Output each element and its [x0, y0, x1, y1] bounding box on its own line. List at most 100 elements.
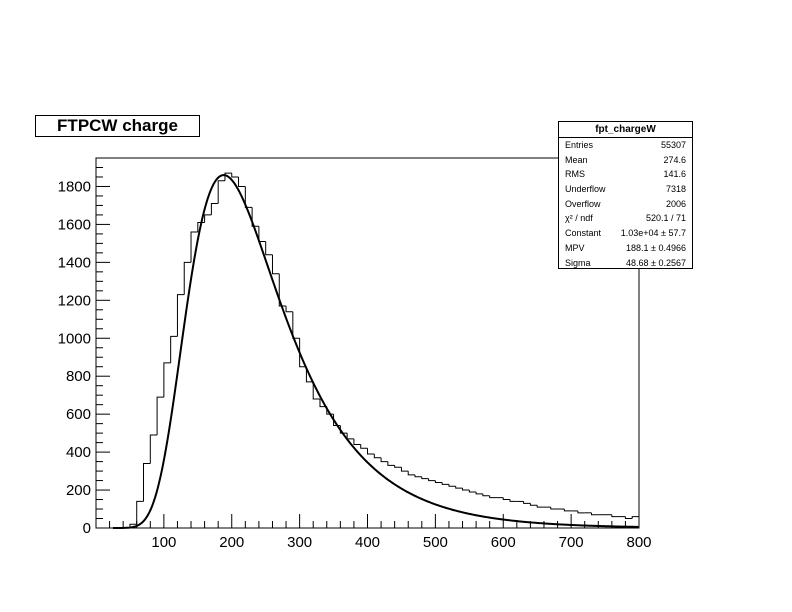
stats-value: 7318	[665, 184, 686, 195]
histogram-bin	[163, 362, 171, 398]
histogram-bin	[183, 261, 192, 295]
y-tick-label: 0	[83, 520, 91, 537]
stats-key: Underflow	[565, 184, 606, 195]
histogram-bin	[550, 507, 558, 510]
y-tick-label: 200	[66, 482, 91, 499]
histogram-bin	[305, 366, 314, 383]
y-tick-label: 1200	[58, 292, 91, 309]
histogram-bin	[339, 425, 348, 434]
stats-row: Constant 1.03e+04 ± 57.7	[559, 226, 692, 241]
x-tick-label: 700	[559, 534, 584, 551]
histogram-bin	[434, 480, 443, 483]
stats-value: 188.1 ± 0.4966	[626, 242, 686, 253]
histogram-bin	[523, 501, 531, 504]
histogram-bin	[176, 294, 185, 337]
stats-value: 1.03e+04 ± 57.7	[620, 228, 686, 239]
histogram-bin	[624, 516, 633, 520]
histogram-bin	[448, 484, 456, 487]
histogram-bin	[238, 176, 246, 187]
histogram-bin	[367, 448, 375, 455]
stats-key: Constant	[565, 228, 602, 239]
stats-row: RMS 141.6	[559, 167, 692, 182]
histogram-bin	[312, 381, 320, 400]
y-tick-label: 1800	[58, 178, 91, 195]
histogram-bin	[509, 499, 517, 502]
histogram-bin	[482, 493, 490, 497]
stats-header: fpt_chargeW	[559, 122, 692, 138]
histogram-bin	[590, 512, 599, 516]
histogram-bin	[387, 461, 395, 466]
y-tick-label: 400	[66, 444, 91, 461]
stats-row: Entries 55307	[559, 138, 692, 153]
histogram-bin	[414, 474, 422, 478]
histogram-bin	[611, 514, 619, 518]
histogram-bin	[265, 241, 273, 256]
stats-key: Mean	[565, 154, 588, 165]
histogram-bin	[631, 516, 639, 519]
histogram-bin	[156, 396, 164, 436]
stats-row: χ² / ndf 520.1 / 71	[559, 211, 692, 226]
stats-value: 274.6	[663, 154, 686, 165]
stats-row: Underflow 7318	[559, 182, 692, 197]
histogram-bin	[455, 486, 463, 489]
histogram-bin	[428, 478, 436, 482]
x-tick-label: 500	[423, 534, 448, 551]
fit-curve	[112, 174, 639, 529]
histogram-bin	[278, 273, 287, 307]
stats-row: MPV 188.1 ± 0.4966	[559, 241, 692, 256]
stats-key: Sigma	[565, 257, 591, 268]
histogram-bin	[231, 173, 239, 178]
stats-key: Overflow	[565, 198, 601, 209]
stats-key: RMS	[565, 169, 585, 180]
histogram-bin	[251, 207, 259, 227]
histogram-bin	[143, 462, 151, 502]
histogram-bin	[210, 203, 219, 215]
histogram-bin	[441, 482, 449, 485]
histogram-bin	[136, 500, 144, 525]
histogram-bin	[292, 311, 300, 339]
histogram-bin	[462, 488, 470, 491]
histogram-bin	[360, 444, 368, 449]
histogram-bin	[475, 491, 483, 495]
x-tick-label: 400	[355, 534, 380, 551]
stats-row: Mean 274.6	[559, 153, 692, 168]
histogram-bin	[285, 306, 293, 313]
axes: 100 200 300 400 500 600 700 800 0 200 400 600 800 100…	[58, 166, 652, 551]
histogram-bin	[271, 254, 280, 275]
x-tick-label: 100	[151, 534, 176, 551]
histogram-bin	[190, 231, 198, 263]
histogram-bin	[563, 509, 572, 512]
stats-key: χ² / ndf	[565, 213, 593, 224]
stats-value: 48.68 ± 0.2567	[626, 257, 686, 268]
stats-value: 141.6	[663, 169, 686, 180]
histogram-bin	[407, 471, 416, 476]
stats-box: fpt_chargeW Entries 55307 Mean 274.6 RMS 141.…	[558, 121, 693, 269]
histogram-bin	[577, 510, 585, 514]
histogram-bin	[170, 335, 178, 363]
histogram-bin	[149, 434, 158, 464]
histogram-bin	[217, 180, 225, 204]
histogram-bin	[394, 465, 402, 468]
histogram-bin	[380, 457, 388, 463]
x-tick-label: 600	[491, 534, 516, 551]
histogram-bin	[489, 495, 497, 499]
stats-rows: Entries 55307 Mean 274.6 RMS 141.6 Underflow 73…	[559, 138, 692, 270]
histogram-bin	[244, 186, 253, 208]
stats-value: 55307	[660, 140, 686, 150]
histogram-bin	[346, 433, 354, 440]
stats-value: 520.1 / 71	[645, 213, 686, 224]
histogram-bin	[224, 172, 232, 181]
stats-row: Sigma 48.68 ± 0.2567	[559, 256, 692, 271]
y-tick-label: 1600	[58, 216, 91, 233]
stats-key: Entries	[565, 140, 594, 150]
stats-row: Overflow 2006	[559, 197, 692, 212]
histogram-bin	[319, 398, 327, 408]
histogram-bin	[373, 454, 382, 459]
histogram-bin	[529, 503, 538, 506]
y-tick-label: 800	[66, 368, 91, 385]
stats-key: MPV	[565, 242, 585, 253]
histogram-bin	[299, 338, 307, 368]
x-tick-label: 300	[287, 534, 312, 551]
x-tick-label: 800	[626, 534, 651, 551]
